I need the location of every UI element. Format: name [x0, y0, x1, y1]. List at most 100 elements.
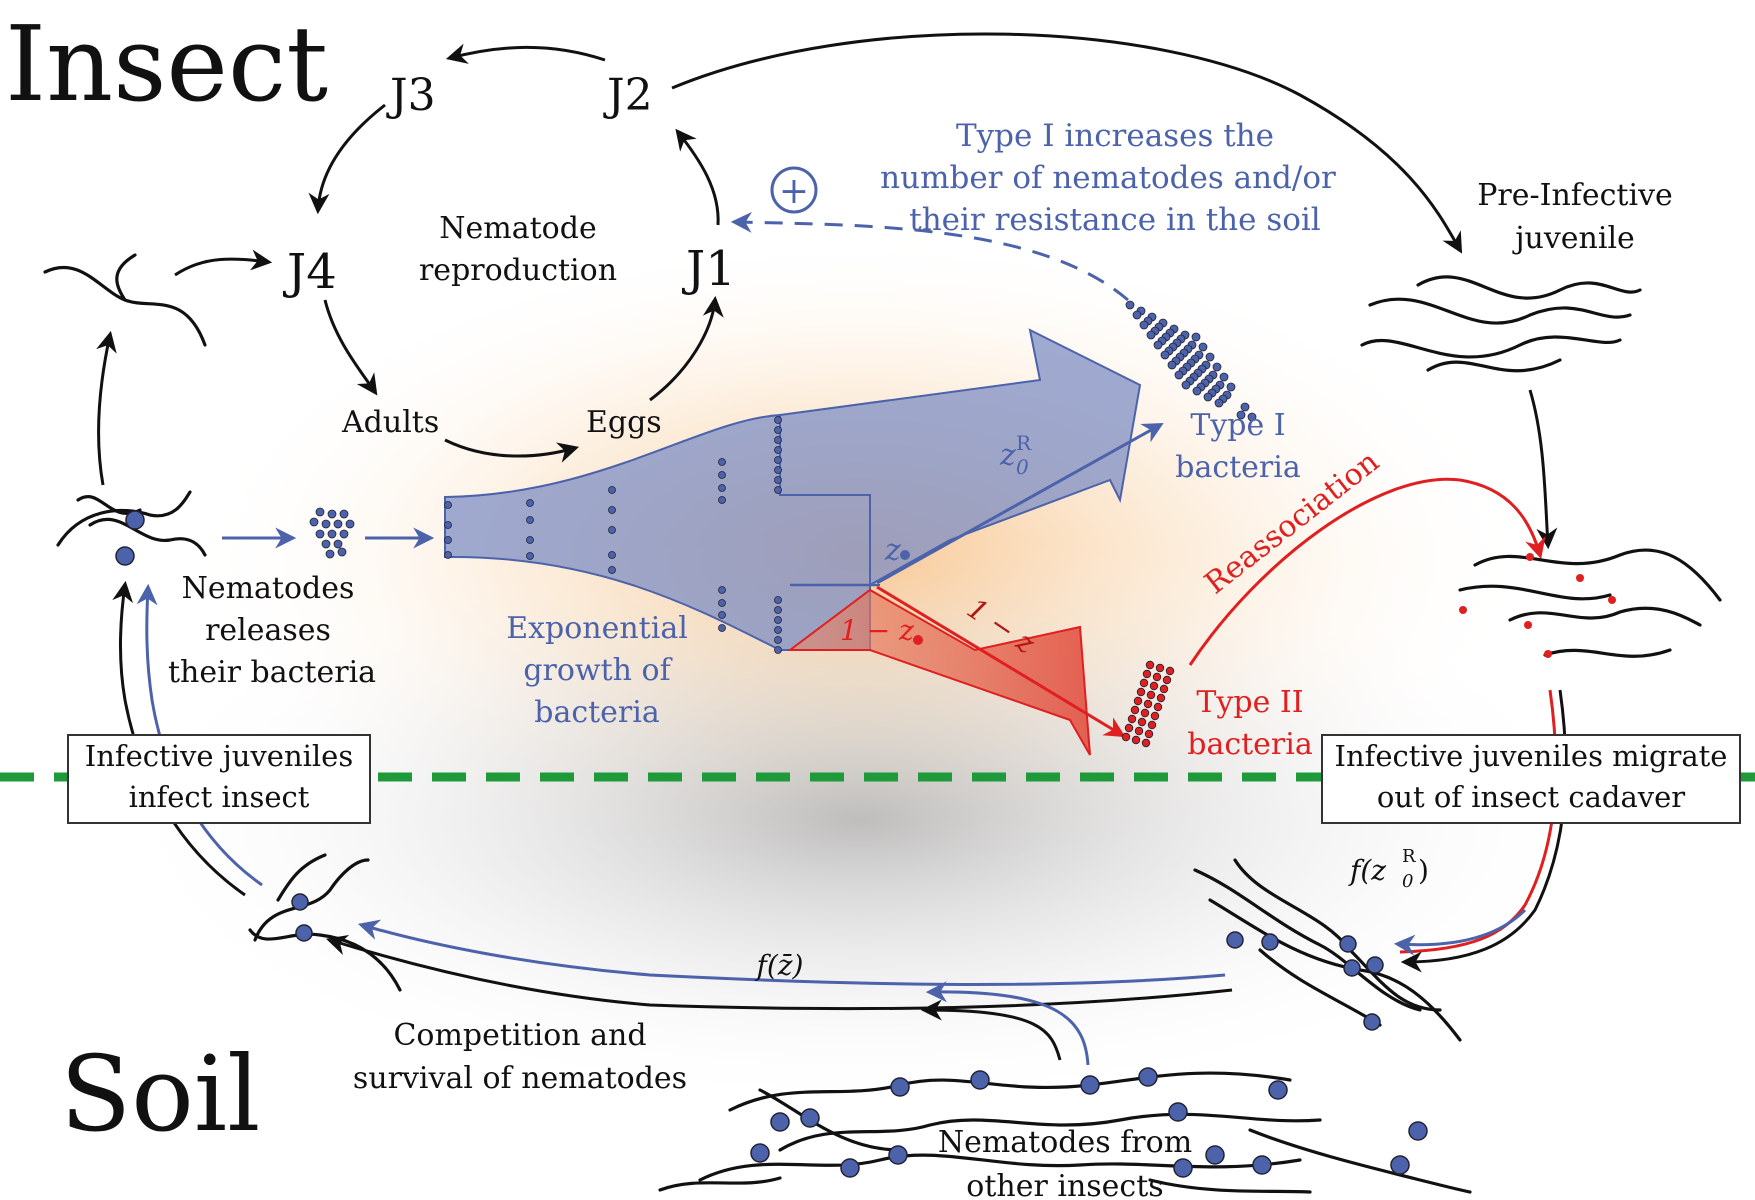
svg-text:Infective juveniles migrate: Infective juveniles migrate — [1335, 739, 1728, 773]
growth-label-line3: bacteria — [534, 695, 660, 730]
tree-node — [718, 599, 726, 607]
bacterium — [321, 519, 331, 529]
arrow-j1-to-j2 — [675, 128, 720, 226]
f-z0r-label: f(z 0 R ) — [1348, 846, 1429, 892]
bacterium — [1125, 300, 1135, 310]
tree-node — [608, 506, 616, 514]
tree-node — [774, 476, 782, 484]
type1-label-line1: Type I — [1190, 408, 1285, 443]
tree-node — [774, 636, 782, 644]
bacterium — [1146, 690, 1156, 700]
bacterium — [339, 509, 349, 519]
bacterium — [1134, 726, 1144, 736]
svg-text:f(z: f(z — [1348, 854, 1386, 887]
bacterium — [339, 529, 349, 539]
bacterium — [1121, 732, 1131, 742]
tree-node — [526, 516, 534, 524]
preinfective-worms — [1360, 275, 1642, 373]
arrow-soil-flow-black — [325, 934, 1233, 1011]
arrow-z0r-to-type1 — [876, 422, 1164, 585]
bacterium — [1143, 699, 1153, 709]
bacterium — [1203, 392, 1213, 402]
bacterium — [1205, 352, 1215, 362]
infective-juvenile-worms — [1458, 548, 1722, 658]
bacterium — [1159, 684, 1169, 694]
tree-node — [718, 458, 726, 466]
bacterium — [1133, 696, 1143, 706]
bacterium — [1137, 717, 1147, 727]
tree-node — [526, 499, 534, 507]
tree-node — [774, 416, 782, 424]
arrow-release-to-j4-worm — [96, 330, 117, 486]
svg-text:1 − z: 1 − z — [840, 614, 914, 647]
bacterium — [333, 539, 343, 549]
stage-eggs: Eggs — [586, 405, 662, 440]
bacterium — [1167, 360, 1177, 370]
tree-node — [718, 586, 726, 594]
svg-text:R: R — [1016, 431, 1032, 455]
one-minus-z-label: 1 − z — [840, 614, 923, 647]
svg-text:infect insect: infect insect — [129, 780, 310, 814]
bacterium — [1150, 711, 1160, 721]
bacterium — [1124, 723, 1134, 733]
tree-node — [608, 486, 616, 494]
bacterium — [1226, 382, 1236, 392]
bacterium — [1247, 412, 1257, 422]
type1-bacteria-cluster — [1125, 300, 1257, 422]
reassociation-arrow — [1188, 477, 1546, 666]
tree-node — [774, 446, 782, 454]
bacterium — [1153, 340, 1163, 350]
infect-box: Infective juveniles infect insect — [67, 734, 371, 824]
bacterium — [1174, 370, 1184, 380]
tree-node — [608, 551, 616, 559]
bacterium — [1191, 332, 1201, 342]
region-title-soil: Soil — [60, 1033, 260, 1155]
arrow-worm-to-j4 — [174, 249, 273, 277]
soil-infective-worm — [248, 853, 402, 992]
bacterium — [1165, 666, 1175, 676]
other-insects-line2: other insects — [966, 1169, 1163, 1200]
tree-node — [774, 626, 782, 634]
bacterium — [315, 507, 325, 517]
tree-node — [526, 536, 534, 544]
bacterium — [315, 529, 325, 539]
tree-node — [774, 596, 782, 604]
migrate-box: Infective juveniles migrate out of insec… — [1321, 734, 1741, 824]
growth-label-line1: Exponential — [506, 611, 688, 646]
bacterium — [1192, 386, 1202, 396]
competition-line1: Competition and — [393, 1018, 646, 1053]
type1-effect-line1: Type I increases the — [956, 118, 1274, 154]
tree-node — [774, 436, 782, 444]
arrow-soil-flow-blue — [357, 919, 1226, 986]
tree-node — [718, 611, 726, 619]
svg-text:0: 0 — [1016, 455, 1029, 479]
bacterium — [1212, 362, 1222, 372]
svg-text:): ) — [1418, 854, 1429, 887]
arrow-j2-to-j3 — [445, 43, 606, 64]
type2-label-line2: bacteria — [1187, 727, 1313, 762]
tree-node — [774, 466, 782, 474]
reproduction-cycle: Nematode reproduction J3 J2 J4 J1 Adults… — [174, 43, 736, 463]
bacterium — [1153, 702, 1163, 712]
growth-funnel — [444, 328, 1142, 756]
upper-left-worm — [43, 253, 207, 347]
stage-j3: J3 — [386, 70, 436, 121]
bacterium — [345, 519, 355, 529]
svg-text:out of insect cadaver: out of insect cadaver — [1377, 780, 1685, 814]
type2-label-line1: Type II — [1196, 685, 1303, 720]
arrow-other-insects-black — [920, 999, 1062, 1061]
bacterium — [1219, 372, 1229, 382]
bacterium — [325, 549, 335, 559]
release-line1: Nematodes — [182, 571, 355, 606]
tree-node — [608, 566, 616, 574]
bacterium — [1131, 735, 1141, 745]
stage-j4: J4 — [282, 244, 337, 300]
type1-effect-line3: their resistance in the soil — [909, 202, 1320, 238]
bacterium — [309, 517, 319, 527]
svg-text:R: R — [1402, 846, 1416, 867]
type2-bacteria-cluster — [1121, 660, 1175, 748]
bacterium — [1147, 720, 1157, 730]
bacterium — [1140, 708, 1150, 718]
tree-node — [718, 624, 726, 632]
